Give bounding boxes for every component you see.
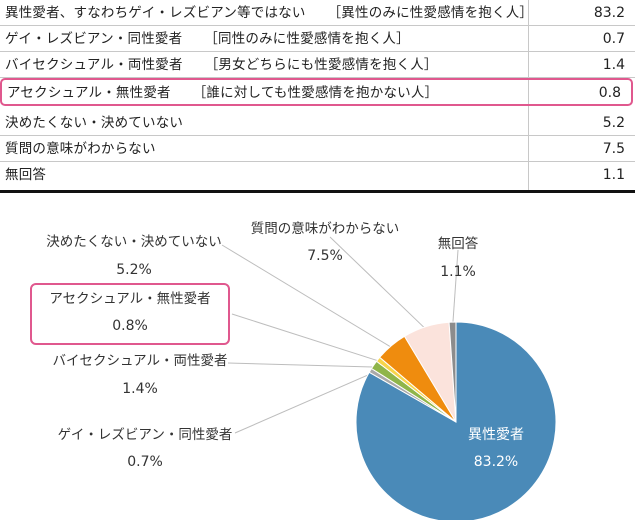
slice-value-bisexual: 1.4% <box>122 381 158 397</box>
table-row: 決めたくない・決めていない 5.2 <box>0 110 635 136</box>
table-row: バイセクシュアル・両性愛者 ［男女どちらにも性愛感情を抱く人］ 1.4 <box>0 52 635 78</box>
data-table: 異性愛者、すなわちゲイ・レズビアン等ではない ［異性のみに性愛感情を抱く人］ 83… <box>0 0 635 193</box>
leader-lines <box>221 236 459 434</box>
leader-line <box>231 313 382 363</box>
leader-line <box>452 249 459 327</box>
row-value: 0.8 <box>598 85 621 101</box>
slice-value-dont-understand: 7.5% <box>307 248 343 264</box>
slice-value-gay-lesbian: 0.7% <box>127 454 163 470</box>
row-label: 無回答 <box>5 167 47 183</box>
slice-label-dont-understand: 質問の意味がわからない <box>250 221 400 237</box>
row-label: 質問の意味がわからない <box>5 141 156 157</box>
pie-svg <box>221 236 557 520</box>
row-value: 1.4 <box>602 57 625 73</box>
pie-chart: 異性愛者 83.2% ゲイ・レズビアン・同性愛者 0.7% バイセクシュアル・両… <box>0 190 635 520</box>
leader-line <box>221 244 395 350</box>
leader-line <box>227 362 378 368</box>
slice-label-asexual: アセクシュアル・無性愛者 <box>49 291 211 307</box>
row-label: バイセクシュアル・両性愛者 ［男女どちらにも性愛感情を抱く人］ <box>5 57 438 73</box>
column-divider <box>528 0 529 190</box>
row-value: 7.5 <box>602 141 625 157</box>
table-row-highlighted: アセクシュアル・無性愛者 ［誰に対しても性愛感情を抱かない人］ 0.8 <box>0 78 633 106</box>
slice-label-heterosexual: 異性愛者 <box>468 427 524 443</box>
row-value: 0.7 <box>602 31 625 47</box>
table-row: 異性愛者、すなわちゲイ・レズビアン等ではない ［異性のみに性愛感情を抱く人］ 83… <box>0 0 635 26</box>
table-row: 無回答 1.1 <box>0 162 635 188</box>
leader-line <box>234 371 374 434</box>
table-row: ゲイ・レズビアン・同性愛者 ［同性のみに性愛感情を抱く人］ 0.7 <box>0 26 635 52</box>
slice-value-no-answer: 1.1% <box>440 264 476 280</box>
row-label: 異性愛者、すなわちゲイ・レズビアン等ではない ［異性のみに性愛感情を抱く人］ <box>5 5 534 21</box>
slice-label-undecided: 決めたくない・決めていない <box>46 234 222 250</box>
table-row: 質問の意味がわからない 7.5 <box>0 136 635 162</box>
row-value: 1.1 <box>602 167 625 183</box>
highlight-callout-box <box>30 283 230 345</box>
leader-line <box>329 236 428 331</box>
row-value: 5.2 <box>602 115 625 131</box>
pie-slices <box>355 321 557 520</box>
row-label: 決めたくない・決めていない <box>5 115 184 131</box>
slice-label-bisexual: バイセクシュアル・両性愛者 <box>52 353 228 369</box>
slice-no-answer <box>448 321 457 423</box>
slice-value-heterosexual: 83.2% <box>473 454 519 470</box>
slice-value-undecided: 5.2% <box>116 262 152 278</box>
slice-value-asexual: 0.8% <box>112 318 148 334</box>
slice-label-gay-lesbian: ゲイ・レズビアン・同性愛者 <box>57 427 233 443</box>
row-label: アセクシュアル・無性愛者 ［誰に対しても性愛感情を抱かない人］ <box>7 85 439 101</box>
row-label: ゲイ・レズビアン・同性愛者 ［同性のみに性愛感情を抱く人］ <box>5 31 410 47</box>
row-value: 83.2 <box>593 5 625 21</box>
slice-label-no-answer: 無回答 <box>437 236 479 252</box>
